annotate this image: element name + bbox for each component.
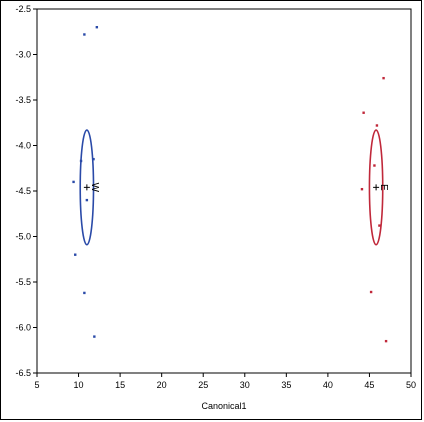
y-tick-label: -6.5 (15, 368, 31, 378)
y-tick-label: -5.5 (15, 277, 31, 287)
confidence-ellipse (79, 129, 95, 246)
x-tick-label: 10 (74, 380, 84, 390)
x-tick-label: 15 (115, 380, 125, 390)
x-tick-label: 5 (34, 380, 39, 390)
x-tick-label: 45 (364, 380, 374, 390)
data-point (85, 198, 89, 202)
y-tick-label: -3.0 (15, 50, 31, 60)
x-axis-title: Canonical1 (201, 401, 246, 411)
y-tick-label: -4.0 (15, 141, 31, 151)
y-tick-label: -4.5 (15, 186, 31, 196)
group-label: W (89, 183, 100, 193)
confidence-ellipse (368, 129, 384, 246)
group-label: E (378, 184, 389, 191)
y-tick-label: -6.0 (15, 323, 31, 333)
data-point (95, 26, 99, 29)
x-tick-label: 20 (157, 380, 167, 390)
data-point (360, 187, 364, 191)
x-axis: 5 10 15 20 25 30 35 40 45 50 (34, 373, 416, 390)
x-tick-label: 50 (406, 380, 416, 390)
group-w: W (72, 26, 100, 338)
data-point (72, 180, 75, 184)
data-point (83, 33, 86, 36)
data-point (378, 224, 381, 227)
x-tick-label: 25 (198, 380, 208, 390)
data-point (74, 253, 77, 256)
y-axis: -2.5 -3.0 -3.5 -4.0 -4.5 -5.0 -5.5 -6.0 -6.5 (15, 4, 37, 378)
data-point (93, 335, 96, 338)
y-tick-label: -2.5 (15, 4, 31, 14)
y-tick-label: -3.5 (15, 95, 31, 105)
data-point (92, 157, 95, 161)
y-tick-label: -5.0 (15, 232, 31, 242)
x-tick-label: 40 (323, 380, 333, 390)
data-point (384, 339, 388, 343)
x-tick-label: 30 (240, 380, 250, 390)
data-point (369, 290, 373, 294)
data-point (382, 76, 385, 80)
data-point (375, 124, 379, 127)
x-tick-label: 35 (281, 380, 291, 390)
data-point (362, 111, 365, 114)
data-point (83, 291, 86, 295)
data-point (373, 164, 376, 167)
data-point (79, 159, 83, 163)
group-e: E (360, 76, 389, 343)
